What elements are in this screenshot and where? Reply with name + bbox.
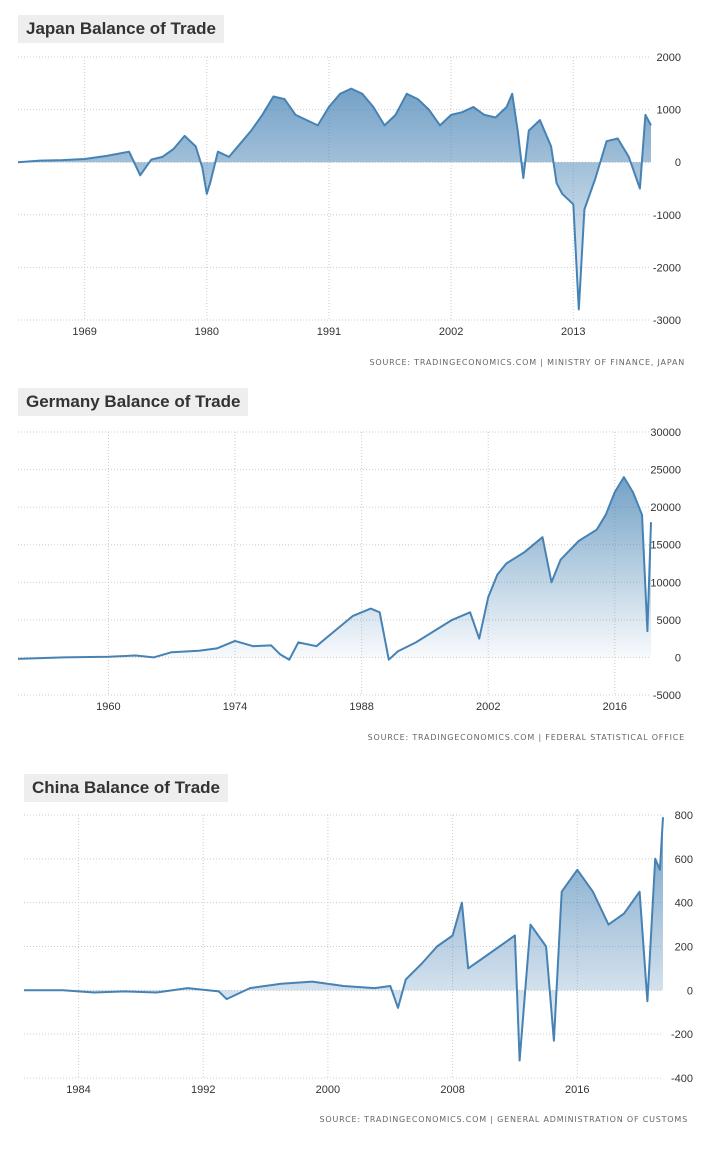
y-tick-label: 1000 bbox=[657, 105, 681, 117]
y-tick-label: 200 bbox=[675, 942, 693, 954]
y-tick-label: -2000 bbox=[653, 262, 681, 274]
x-tick-label: 1960 bbox=[96, 701, 120, 713]
y-tick-label: -1000 bbox=[653, 210, 681, 222]
series-line bbox=[17, 476, 652, 661]
x-tick-label: 2008 bbox=[440, 1084, 464, 1096]
chart-title: Germany Balance of Trade bbox=[18, 388, 249, 416]
chart-source: SOURCE: TRADINGECONOMICS.COM | MINISTRY … bbox=[369, 358, 685, 367]
y-tick-label: -5000 bbox=[653, 690, 681, 702]
y-tick-label: 30000 bbox=[650, 427, 681, 439]
x-tick-label: 1992 bbox=[191, 1084, 215, 1096]
series-line bbox=[24, 817, 664, 1062]
x-tick-label: 2002 bbox=[439, 326, 463, 338]
y-tick-label: 0 bbox=[675, 157, 681, 169]
series-area bbox=[18, 88, 651, 310]
x-tick-label: 2016 bbox=[603, 701, 627, 713]
y-tick-label: -400 bbox=[671, 1073, 693, 1085]
chart-source: SOURCE: TRADINGECONOMICS.COM | GENERAL A… bbox=[319, 1115, 688, 1124]
y-tick-label: 15000 bbox=[650, 540, 681, 552]
x-tick-label: 1984 bbox=[66, 1084, 90, 1096]
x-tick-label: 2002 bbox=[476, 701, 500, 713]
y-tick-label: -3000 bbox=[653, 315, 681, 327]
x-tick-label: 1974 bbox=[223, 701, 247, 713]
y-tick-label: 10000 bbox=[650, 577, 681, 589]
y-tick-label: 20000 bbox=[650, 502, 681, 514]
series-line bbox=[17, 87, 652, 311]
x-tick-label: 1969 bbox=[72, 326, 96, 338]
chart-title: Japan Balance of Trade bbox=[18, 15, 224, 43]
series-area bbox=[18, 477, 651, 660]
y-tick-label: 800 bbox=[675, 810, 693, 822]
y-tick-label: 600 bbox=[675, 854, 693, 866]
y-tick-label: 0 bbox=[675, 652, 681, 664]
y-tick-label: 5000 bbox=[657, 615, 681, 627]
x-tick-label: 1988 bbox=[349, 701, 373, 713]
series-area bbox=[24, 817, 663, 1061]
x-tick-label: 2013 bbox=[561, 326, 585, 338]
y-tick-label: 25000 bbox=[650, 465, 681, 477]
y-tick-label: 2000 bbox=[657, 52, 681, 64]
chart-source: SOURCE: TRADINGECONOMICS.COM | FEDERAL S… bbox=[367, 733, 685, 742]
x-tick-label: 1980 bbox=[195, 326, 219, 338]
x-tick-label: 2000 bbox=[316, 1084, 340, 1096]
chart-svg-germany: 30000 25000 20000 15000 10000 5000 0 -5000 1960… bbox=[17, 427, 681, 713]
chart-title: China Balance of Trade bbox=[24, 774, 228, 802]
x-tick-label: 2016 bbox=[565, 1084, 589, 1096]
y-tick-label: 0 bbox=[687, 985, 693, 997]
y-tick-label: -200 bbox=[671, 1029, 693, 1041]
y-tick-label: 400 bbox=[675, 898, 693, 910]
x-tick-label: 1991 bbox=[317, 326, 341, 338]
chart-svg-japan: 2000 1000 0 -1000 -2000 -3000 1969 1980 1991 200… bbox=[17, 52, 681, 338]
